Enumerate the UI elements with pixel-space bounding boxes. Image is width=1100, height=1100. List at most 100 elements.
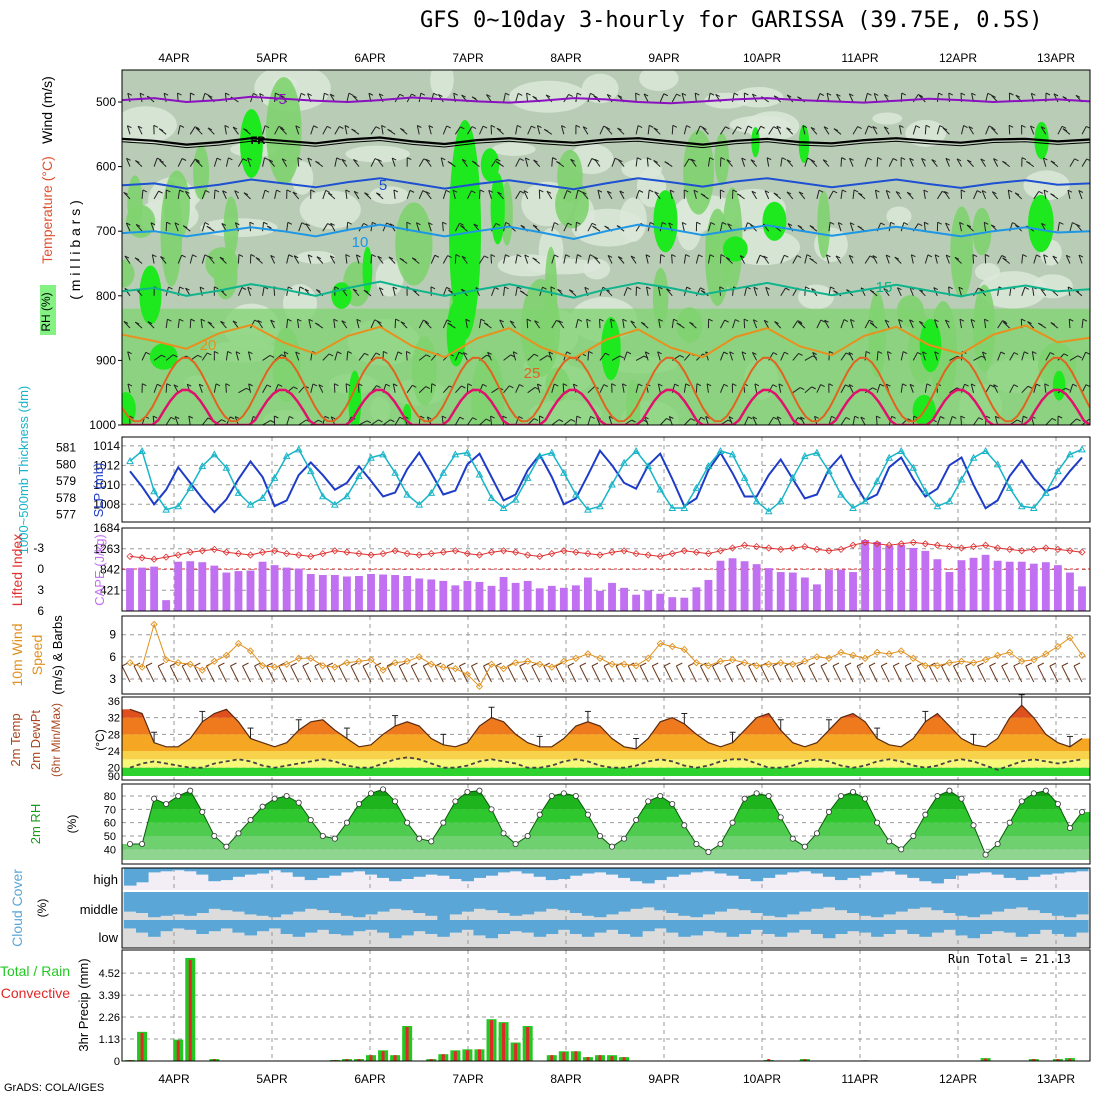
wind-barb <box>333 319 336 329</box>
cloud-bar-high <box>425 868 438 875</box>
wind-barb-flag <box>195 159 201 163</box>
rh-point <box>139 841 146 848</box>
slp-tick-label: 1014 <box>93 439 120 453</box>
lifted-index-point <box>680 547 688 555</box>
date-label-top: 12APR <box>939 51 977 65</box>
wind-barb-flag <box>472 417 477 421</box>
wind-barb-flag <box>956 158 962 162</box>
cloud-bar-high <box>967 868 981 874</box>
wind-barb-flag <box>753 319 758 323</box>
wind-barb <box>490 415 493 425</box>
axis-label-thickness: 1000~500mb Thickness (dm) <box>16 386 31 555</box>
wind-barb <box>125 222 131 232</box>
wind-barb-flag <box>531 125 536 129</box>
cloud-bar-middle <box>449 892 462 915</box>
wind-barb-flag <box>985 254 990 257</box>
wind-barb <box>961 384 966 393</box>
rh-point <box>127 841 134 848</box>
wind-barb <box>864 157 869 167</box>
wind-barb <box>177 125 181 135</box>
wind-barb-flag <box>473 223 479 227</box>
rh-point <box>1079 809 1086 816</box>
wind-barb-flag <box>594 158 599 162</box>
rh-moist-area <box>122 259 135 288</box>
cloud-bar-middle <box>184 892 197 916</box>
wind-barb-flag <box>200 318 206 322</box>
wind-barb-flag <box>1024 351 1029 355</box>
wind-barb-flag <box>787 223 793 226</box>
wind-barb-flag <box>952 416 957 419</box>
wind-barb <box>840 417 847 425</box>
wind-barb-flag <box>723 383 729 387</box>
wind-barb-flag <box>127 125 132 129</box>
wind-barb <box>1033 191 1040 200</box>
wind-barb-flag <box>377 320 382 324</box>
wind-barb <box>884 319 890 329</box>
wind-barb-flag <box>812 352 817 355</box>
cape-bar <box>523 580 532 611</box>
wind-barb <box>479 255 485 264</box>
wind-barb-flag <box>1013 662 1020 667</box>
wind-barb-flag <box>627 662 635 667</box>
wind-barb <box>972 254 975 264</box>
wind-barb <box>732 126 738 135</box>
wind-barb <box>1081 319 1084 329</box>
wind-barb <box>658 319 661 329</box>
wind-barb <box>461 159 468 167</box>
wind-barb <box>377 159 384 167</box>
wind-barb <box>828 222 831 232</box>
wind-barb-flag <box>938 92 943 96</box>
wind-barb <box>949 355 958 361</box>
wind-barb <box>776 416 782 425</box>
wind-barb-flag <box>207 127 213 131</box>
wind-barb-flag <box>905 662 912 667</box>
wind-barb-flag <box>591 662 599 667</box>
isotherm--5 <box>122 95 1090 105</box>
wind-barb-flag <box>550 286 556 290</box>
wind-barb-flag <box>833 290 838 294</box>
cloud-bar-high <box>630 868 643 882</box>
wind-barb <box>177 255 183 264</box>
wind-barb <box>945 254 950 264</box>
thickness-point <box>138 446 146 455</box>
wind-barb-flag <box>166 221 171 225</box>
thickness-point <box>258 493 267 501</box>
wind-barb <box>310 383 314 393</box>
rh-point <box>247 817 254 824</box>
chart-title: GFS 0~10day 3-hourly for GARISSA (39.75E… <box>420 8 1043 33</box>
axis-label-degc: (°C) <box>93 729 107 750</box>
wind-barb-flag <box>221 222 227 226</box>
wind-barb <box>608 416 613 425</box>
rh-saturated-area <box>362 246 373 295</box>
thickness-point <box>439 468 448 476</box>
rh-moist-area <box>625 380 641 425</box>
wind-barb-flag <box>1008 189 1013 193</box>
wind-barb-flag <box>819 93 825 96</box>
lifted-index-point <box>789 544 797 552</box>
date-label-top: 4APR <box>158 51 190 65</box>
wind-barb <box>985 93 989 103</box>
wind-barb-flag <box>363 223 368 226</box>
wind-barb-flag <box>472 160 477 164</box>
wind-barb-flag <box>351 128 356 132</box>
wind-barb <box>295 125 300 135</box>
wind-barb <box>647 125 650 135</box>
wind-barb-flag <box>607 190 612 194</box>
wind-barb-flag <box>809 257 814 261</box>
wind-barb <box>739 255 746 264</box>
wind-barb-flag <box>304 288 310 292</box>
thickness-point <box>825 467 833 475</box>
wind-barb <box>157 665 167 683</box>
wind-barb-flag <box>1023 415 1028 419</box>
cloud-bar-middle <box>750 892 764 913</box>
wind-barb <box>683 254 687 264</box>
temp-tick-label: 24 <box>108 746 120 758</box>
axis-label-cloud: Cloud Cover <box>9 869 25 947</box>
wind-barb <box>1049 665 1059 683</box>
wind-barb <box>548 351 553 361</box>
wind-barb-flag <box>1085 384 1090 388</box>
wind-barb-flag <box>672 124 678 128</box>
wind-barb-flag <box>618 256 623 260</box>
wind-barb-flag <box>835 255 841 259</box>
thickness-point <box>909 463 918 471</box>
